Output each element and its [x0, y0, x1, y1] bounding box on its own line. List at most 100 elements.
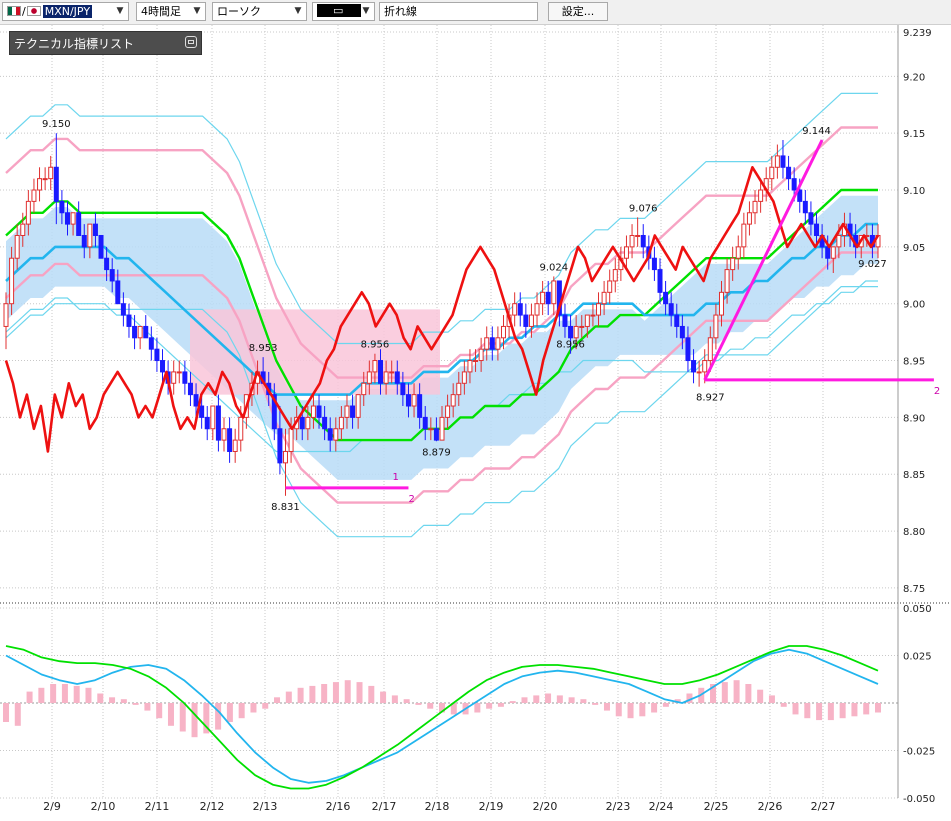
candle-body	[741, 223, 747, 248]
candle-body	[87, 223, 93, 248]
candle-body	[746, 212, 752, 225]
macd-hist-bar	[167, 703, 174, 726]
indicator-list-panel[interactable]: テクニカル指標リスト	[9, 31, 202, 55]
candle-body	[322, 416, 328, 430]
candle-style-select[interactable]: ▭ ▼	[312, 2, 375, 21]
candle-body	[573, 325, 579, 339]
trend-lines: 122	[285, 139, 940, 505]
macd-hist-bar	[332, 682, 339, 703]
price-tick-label: 8.85	[903, 470, 925, 481]
candle-body	[724, 269, 730, 293]
macd-tick-label: 0.025	[903, 652, 932, 663]
macd-hist-bar	[757, 689, 764, 703]
candle-body	[623, 246, 629, 259]
macd-hist-bar	[73, 685, 80, 703]
date-tick-label: 2/26	[758, 800, 783, 813]
candle-body	[204, 416, 210, 430]
candle-body	[797, 189, 803, 202]
candle-body	[517, 303, 523, 316]
date-tick-label: 2/25	[704, 800, 729, 813]
macd-hist-bar	[533, 695, 540, 703]
blue-ma-line	[5, 222, 878, 396]
candle-body	[791, 178, 797, 191]
macd-hist-bar	[391, 695, 398, 703]
candle-body	[282, 450, 288, 464]
chart-type-select[interactable]: ローソク ▼	[212, 2, 307, 21]
candle-body	[461, 371, 467, 384]
candle-body	[596, 303, 602, 316]
candle-body	[696, 371, 702, 374]
candle-body	[366, 371, 372, 384]
candle-body	[640, 234, 646, 248]
date-tick-label: 2/9	[43, 800, 61, 813]
macd-hist-bar	[875, 703, 881, 713]
candle-body	[143, 325, 149, 339]
price-tick-label: 9.10	[903, 186, 925, 197]
macd-hist-bar	[568, 697, 575, 703]
timeframe-select[interactable]: 4時間足 ▼	[136, 2, 206, 21]
chevron-down-icon[interactable]: ▼	[116, 6, 124, 16]
candle-body	[344, 405, 350, 418]
macd-hist-bar	[721, 682, 728, 703]
macd-hist-bar	[816, 703, 823, 721]
macd-hist-bar	[804, 703, 811, 719]
candle-body	[836, 234, 842, 248]
candle-body	[668, 303, 674, 316]
candle-body	[495, 337, 501, 350]
candle-body	[445, 405, 451, 418]
price-tick-label: 8.80	[903, 527, 925, 538]
candle-body	[707, 337, 713, 362]
price-label: 8.956	[556, 340, 585, 351]
collapse-icon[interactable]	[185, 36, 197, 48]
overlay-field[interactable]: 折れ線	[379, 2, 538, 21]
candle-body	[104, 257, 110, 271]
candle-body	[612, 269, 618, 282]
candle-body	[378, 360, 384, 384]
price-chart: 122 9.1508.9538.8318.9568.8799.0248.9569…	[0, 25, 951, 813]
signal-line	[5, 645, 879, 790]
candle-body	[70, 212, 76, 225]
candle-body	[674, 314, 680, 327]
mexico-flag-icon	[7, 6, 21, 16]
macd-hist-bar	[627, 703, 634, 719]
candle-body	[607, 280, 613, 293]
candle-body	[160, 360, 166, 373]
macd-hist-bar	[427, 703, 434, 709]
settings-button[interactable]: 設定...	[548, 2, 608, 21]
candle-body	[473, 360, 479, 363]
chevron-down-icon[interactable]: ▼	[193, 6, 201, 16]
candle-body	[568, 325, 574, 339]
candle-body	[484, 337, 490, 350]
candle-body	[126, 314, 132, 327]
candle-body	[528, 314, 534, 327]
macd-panel	[3, 645, 881, 790]
macd-hist-bar	[486, 703, 493, 709]
symbol-select[interactable]: / MXN/JPY ▼	[2, 2, 129, 21]
date-tick-label: 2/13	[253, 800, 278, 813]
candle-body	[154, 348, 160, 362]
candle-body	[327, 428, 333, 441]
candle-body	[562, 314, 568, 327]
macd-hist-bar	[710, 684, 717, 703]
chevron-down-icon[interactable]: ▼	[294, 6, 302, 16]
macd-hist-bar	[745, 684, 752, 703]
date-tick-label: 2/24	[649, 800, 674, 813]
chevron-down-icon[interactable]: ▼	[362, 6, 370, 16]
candle-body	[59, 200, 65, 214]
macd-hist-bar	[662, 703, 669, 707]
chart-type-label: ローソク	[217, 5, 261, 18]
price-tick-label: 8.95	[903, 357, 925, 368]
red-line-series	[4, 166, 880, 453]
overlay-label: 折れ線	[384, 5, 417, 18]
trend-line-label: 2	[408, 494, 414, 505]
macd-hist-bar	[780, 703, 787, 707]
macd-hist-bar	[262, 703, 269, 709]
macd-hist-bar	[191, 703, 198, 738]
candle-body	[417, 394, 423, 418]
candle-body	[523, 314, 529, 327]
macd-line	[5, 648, 879, 784]
price-tick-label: 9.15	[903, 129, 925, 140]
candle-body	[288, 428, 294, 452]
candle-body	[299, 416, 305, 430]
date-tick-label: 2/27	[811, 800, 836, 813]
